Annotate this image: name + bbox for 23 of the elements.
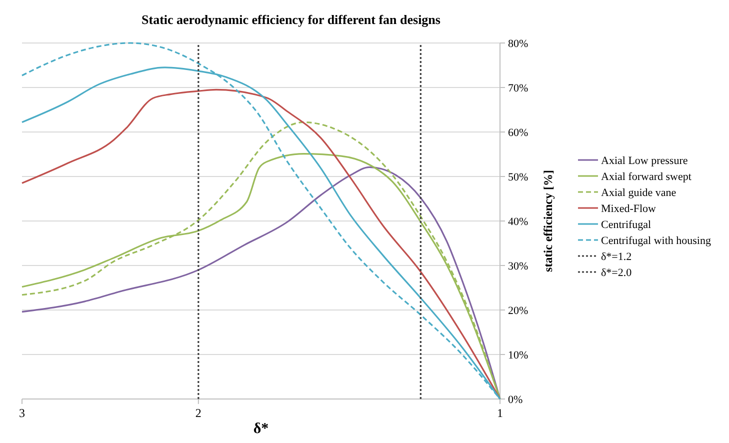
legend-label: Centrifugal [601, 219, 652, 231]
y-tick-label: 0% [508, 394, 523, 406]
x-tick-label: 3 [19, 406, 25, 420]
legend-label: Mixed-Flow [601, 203, 656, 215]
y-tick-label: 40% [508, 216, 528, 228]
legend-label: Axial forward swept [601, 171, 692, 183]
legend-label: δ*=2.0 [601, 267, 632, 279]
y-tick-label: 50% [508, 172, 528, 184]
legend-label: Centrifugal with housing [601, 235, 712, 247]
y-tick-label: 10% [508, 350, 528, 362]
x-tick-label: 2 [195, 406, 202, 420]
y-tick-label: 30% [508, 260, 528, 272]
legend-label: Axial Low pressure [601, 155, 688, 167]
y-tick-label: 60% [508, 127, 528, 139]
x-axis-title: δ* [253, 421, 269, 437]
y-axis-title: static efficiency [%] [541, 170, 555, 272]
x-tick-label: 1 [497, 406, 503, 420]
y-tick-label: 70% [508, 82, 528, 94]
legend-label: Axial guide vane [601, 187, 676, 199]
y-tick-label: 80% [508, 38, 528, 50]
legend-label: δ*=1.2 [601, 251, 632, 263]
chart-title: Static aerodynamic efficiency for different fan designs [142, 12, 440, 27]
y-tick-label: 20% [508, 305, 528, 317]
